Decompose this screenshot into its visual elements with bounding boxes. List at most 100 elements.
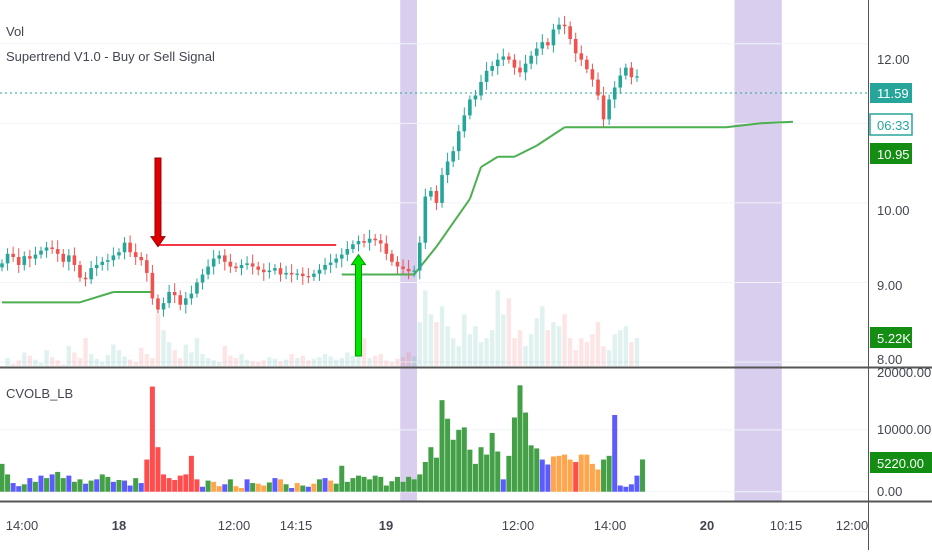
indicator-bar [239,488,245,492]
candle-body [568,26,572,39]
candle-body [495,59,500,67]
candle-body [490,66,494,71]
indicator-bar [216,486,222,492]
indicator-bar [144,459,150,492]
candle-body [206,266,210,275]
supertrend-segment [468,166,482,200]
volume-bar [361,338,367,366]
indicator-bar [623,486,629,492]
candle-body [328,262,333,265]
volume-bar [194,338,200,366]
volume-bar [100,362,105,366]
volume-bar [278,361,283,366]
indicator-value-badge [870,452,932,473]
candle-body [245,263,249,265]
indicator-axis[interactable]: 20000.00 10000.00 0.00 5220.00 [870,365,932,499]
candle-body [278,268,283,275]
candle-body [100,261,105,265]
candle-body [334,258,338,263]
candle-body [585,59,589,70]
indicator-bar [478,447,484,492]
countdown-badge-text: 06:33 [877,118,910,133]
indicator-bar [94,479,100,492]
volume-bar [77,358,83,366]
indicator-bar [83,483,89,492]
candle-body [468,99,472,116]
candle-body [456,131,461,152]
indicator-bar [289,488,295,492]
indicator-bar [194,479,200,492]
volume-bar [417,322,422,366]
indicator-bar [528,445,534,492]
candle-body [261,269,266,273]
last-price-badge-text: 11.59 [877,86,909,101]
volume-bar [534,318,539,366]
candle-body [351,244,355,250]
candle-body [395,261,400,267]
candle-body [423,196,428,243]
candle-body [573,38,578,54]
volume-bar [205,358,211,366]
candle-body [345,249,350,255]
indicator-bar [500,479,506,492]
indicator-bar [205,480,211,492]
volume-bar [595,322,601,366]
volume-bar [350,355,356,366]
volume-bar [584,342,590,366]
indicator-bar [60,478,66,492]
candle-body [0,263,4,268]
price-axis[interactable]: 12.00 10.00 9.00 8.00 11.59 06:33 10.95 … [869,52,913,367]
indicator-bar [567,459,573,492]
indicator-bar [10,483,16,492]
volume-bar [217,362,222,366]
indicator-bar [32,481,38,492]
candle-body [501,56,506,60]
candle-body [161,303,166,310]
candle-body [512,59,517,68]
volume-bar [606,350,612,366]
time-label: 12:00 [502,518,535,533]
indicator-bar [389,481,395,492]
volume-bar [450,338,456,366]
volume-bar [161,330,166,366]
indicator-bar [484,454,490,492]
indicator-bar [589,463,595,492]
indicator-bar [44,478,50,492]
indicator-bar [261,485,267,492]
indicator-bar [456,429,462,492]
indicator-bar [222,484,228,492]
candle-body [234,266,238,269]
volume-bar [317,357,322,366]
candle-body [562,24,567,27]
volume-bar [634,338,640,366]
indicator-bar [411,479,417,492]
indicator-bar [0,463,5,492]
indicator-bar [266,482,272,492]
candle-body [518,67,522,73]
candle-body [139,256,144,261]
volume-bar [172,350,177,366]
candle-body [590,69,595,80]
indicator-bar [489,432,495,492]
candle-body [607,99,611,120]
indicator-bar [255,483,261,492]
indicator-bar [161,474,167,492]
indicator-bar [433,457,439,492]
candle-body [150,272,155,299]
indicator-bar [328,480,334,492]
buy-signal-arrow [350,253,367,357]
candle-body [211,258,216,267]
indicator-bar [450,439,456,492]
indicator-bars-layer [0,385,646,492]
indicator-bar [634,475,640,492]
candle-body [523,63,528,73]
candle-body [111,255,116,261]
last-price-badge [870,83,912,103]
candle-body [195,282,199,294]
volume-bar [228,355,233,366]
time-axis[interactable]: 14:00 18 12:00 14:15 19 12:00 14:00 20 1… [6,518,869,533]
volume-bar [384,360,389,366]
candle-body [507,56,511,60]
